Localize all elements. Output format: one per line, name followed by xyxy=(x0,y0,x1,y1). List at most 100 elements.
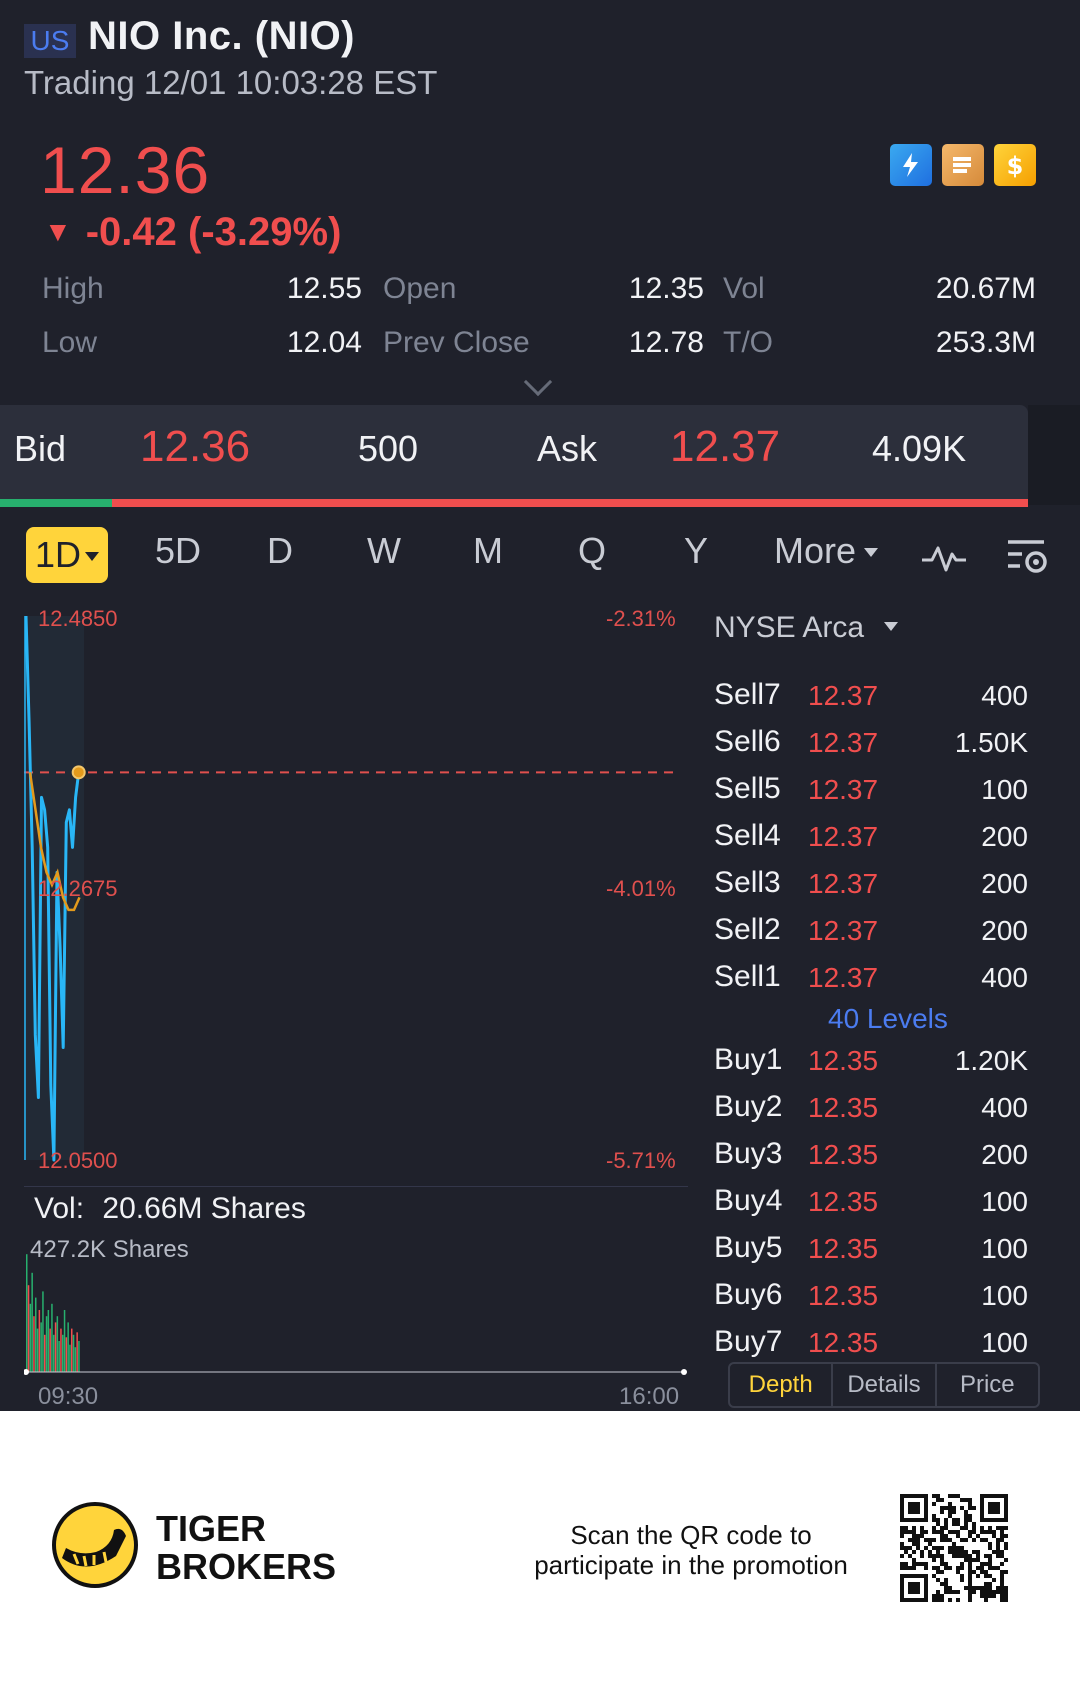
tab-m[interactable]: M xyxy=(473,530,503,571)
sell-row: Sell7 12.37 400 xyxy=(714,678,1028,725)
brand-line-1: TIGER xyxy=(156,1508,267,1549)
qr-module xyxy=(988,1566,992,1570)
qr-module xyxy=(980,1594,984,1598)
lightning-icon[interactable] xyxy=(890,144,932,186)
chart-settings-icon[interactable] xyxy=(1004,536,1050,583)
qr-module xyxy=(984,1594,988,1598)
volume-bar xyxy=(72,1334,75,1372)
qr-module xyxy=(980,1530,984,1534)
qr-module xyxy=(956,1534,960,1538)
qr-module xyxy=(1004,1570,1008,1574)
qr-module xyxy=(1000,1530,1004,1534)
qr-module xyxy=(924,1538,928,1542)
books-icon[interactable] xyxy=(942,144,984,186)
qr-module xyxy=(912,1530,916,1534)
time-start: 09:30 xyxy=(38,1383,99,1410)
qr-module xyxy=(980,1590,984,1594)
qr-module xyxy=(904,1526,908,1530)
ask-label: Ask xyxy=(537,428,598,469)
sell-row: Sell6 12.37 1.50K xyxy=(714,725,1028,772)
qr-module xyxy=(900,1554,904,1558)
qr-module xyxy=(964,1514,968,1518)
qr-module xyxy=(984,1582,988,1586)
qr-module xyxy=(984,1562,988,1566)
qr-module xyxy=(972,1506,976,1510)
indicator-icon[interactable] xyxy=(920,540,968,581)
buy-row: Buy4 12.35 100 xyxy=(714,1184,1028,1231)
qr-module xyxy=(904,1546,908,1550)
qr-module xyxy=(940,1570,944,1574)
qr-module xyxy=(916,1542,920,1546)
qr-module xyxy=(1000,1526,1004,1530)
qr-module xyxy=(968,1590,972,1594)
qr-module xyxy=(944,1538,948,1542)
qr-module xyxy=(936,1530,940,1534)
intraday-price-chart[interactable] xyxy=(24,608,688,1168)
qr-module xyxy=(948,1494,952,1498)
sell-level-qty: 200 xyxy=(981,915,1028,946)
qr-module xyxy=(968,1558,972,1562)
qr-module xyxy=(952,1530,956,1534)
qr-module xyxy=(956,1598,960,1602)
tab-q[interactable]: Q xyxy=(577,530,606,571)
qr-module xyxy=(940,1562,944,1566)
levels-link[interactable]: 40 Levels xyxy=(828,1003,948,1034)
down-arrow-icon: ▼ xyxy=(44,216,72,247)
qr-module xyxy=(968,1574,972,1578)
qr-module xyxy=(968,1586,972,1590)
tab-5d[interactable]: 5D xyxy=(154,530,202,571)
qr-module xyxy=(972,1550,976,1554)
dollar-icon[interactable]: $ xyxy=(994,144,1036,186)
qr-module xyxy=(952,1550,956,1554)
tab-d[interactable]: D xyxy=(267,530,293,571)
qr-module xyxy=(968,1530,972,1534)
qr-module xyxy=(904,1566,908,1570)
volume-value: 20.66M Shares xyxy=(102,1192,306,1225)
qr-module xyxy=(920,1562,924,1566)
qr-module xyxy=(964,1558,968,1562)
buy-level-qty: 200 xyxy=(981,1139,1028,1170)
y-axis-high: 12.4850 xyxy=(38,606,118,631)
qr-module xyxy=(996,1590,1000,1594)
qr-module xyxy=(944,1582,948,1586)
volume-label: Vol: xyxy=(34,1192,85,1225)
exchange-select[interactable]: NYSE Arca xyxy=(714,611,899,645)
buy-row: Buy3 12.35 200 xyxy=(714,1137,1028,1184)
qr-module xyxy=(948,1530,952,1534)
qr-module xyxy=(936,1570,940,1574)
sell-row: Sell2 12.37 200 xyxy=(714,913,1028,960)
sell-level-price: 12.37 xyxy=(808,821,879,852)
qr-module xyxy=(988,1582,992,1586)
qr-module xyxy=(1000,1570,1004,1574)
tab-price[interactable]: Price xyxy=(959,1371,1015,1398)
qr-module xyxy=(964,1554,968,1558)
buy-row: Buy7 12.35 100 xyxy=(714,1325,1028,1372)
qr-module xyxy=(1000,1574,1004,1578)
qr-module xyxy=(1004,1590,1008,1594)
qr-module xyxy=(964,1518,968,1522)
qr-module xyxy=(940,1546,944,1550)
tab-depth[interactable]: Depth xyxy=(730,1364,834,1406)
qr-module xyxy=(952,1518,956,1522)
qr-module xyxy=(988,1526,992,1530)
tab-y[interactable]: Y xyxy=(683,530,708,571)
qr-module xyxy=(988,1530,992,1534)
qr-module xyxy=(968,1598,972,1602)
prev-close-label: Prev Close xyxy=(383,326,530,359)
qr-module xyxy=(904,1530,908,1534)
y-axis-low: 12.0500 xyxy=(38,1148,118,1173)
volume-bar xyxy=(71,1328,73,1372)
tab-1d-label: 1D xyxy=(34,534,82,575)
tab-1d[interactable]: 1D xyxy=(26,527,108,583)
qr-module xyxy=(932,1530,936,1534)
tab-more[interactable]: More xyxy=(774,530,879,572)
app-screen xyxy=(0,0,1080,1411)
tab-details[interactable]: Details xyxy=(833,1364,937,1406)
volume-summary: Vol: 20.66M Shares xyxy=(34,1192,306,1226)
tab-w[interactable]: W xyxy=(367,530,401,571)
bid-ratio-bar xyxy=(0,499,112,507)
qr-module xyxy=(948,1538,952,1542)
qr-module xyxy=(932,1558,936,1562)
qr-module xyxy=(968,1578,972,1582)
qr-module xyxy=(968,1534,972,1538)
